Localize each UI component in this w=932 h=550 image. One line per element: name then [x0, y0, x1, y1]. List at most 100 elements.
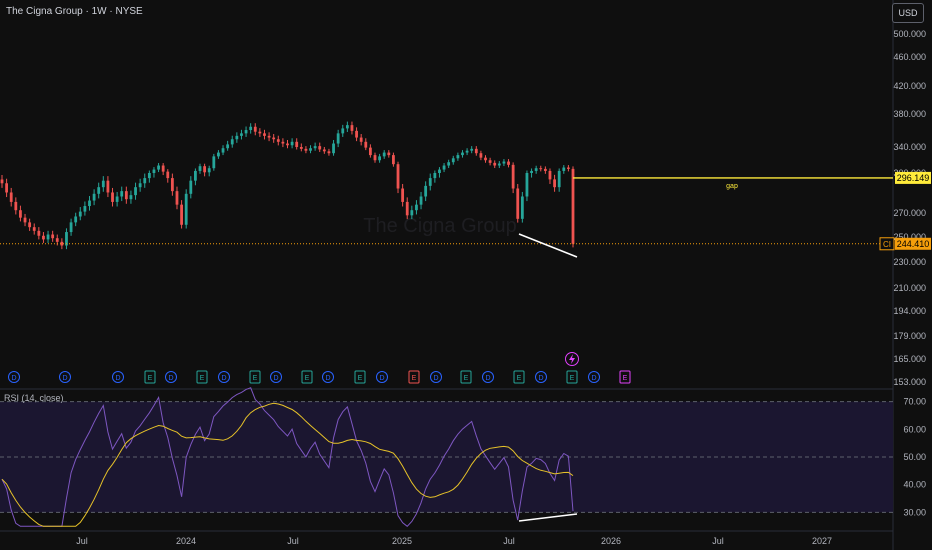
earnings-icon — [408, 370, 420, 384]
candle — [9, 187, 13, 207]
candle — [78, 207, 82, 221]
candle-body — [120, 191, 124, 197]
candle-body — [341, 128, 345, 134]
candle — [51, 230, 55, 242]
gap-label: gap — [726, 183, 738, 190]
dividend-marker: D — [482, 371, 494, 383]
earnings-marker: E — [513, 370, 525, 384]
dividend-marker: D — [270, 371, 282, 383]
earnings-icon — [513, 370, 525, 384]
candle — [322, 146, 326, 154]
candle — [143, 173, 147, 188]
dividend-marker: D — [59, 371, 71, 383]
candle-body — [161, 165, 165, 172]
candle — [189, 176, 193, 199]
candle — [290, 138, 294, 149]
price-tick-label: 230.000 — [893, 257, 926, 267]
candle — [442, 163, 446, 173]
candle — [19, 205, 22, 222]
candle — [134, 182, 137, 200]
candle — [424, 181, 428, 202]
candle — [359, 134, 363, 146]
dividend-icon — [218, 371, 230, 383]
earnings-letter: E — [148, 375, 153, 382]
candle-body — [184, 193, 188, 225]
candle-body — [378, 156, 381, 161]
candle-body — [14, 201, 18, 211]
dividend-letter: D — [11, 375, 16, 382]
price-tick-label: 210.000 — [893, 283, 926, 293]
candle-body — [221, 148, 225, 153]
dividend-icon — [430, 371, 442, 383]
dividend-letter: D — [485, 375, 490, 382]
candle — [553, 174, 556, 192]
candle-body — [566, 167, 570, 169]
dividend-icon — [165, 371, 177, 383]
candle — [5, 178, 9, 198]
candle — [106, 176, 110, 198]
currency-button[interactable]: USD — [892, 3, 924, 23]
candle — [447, 159, 451, 169]
candle — [60, 238, 64, 250]
candle — [539, 165, 543, 172]
earnings-letter: E — [305, 375, 310, 382]
candle-body — [5, 183, 9, 193]
dividend-marker: D — [165, 371, 177, 383]
candle-body — [88, 200, 91, 207]
gap-tag-value: 296.149 — [897, 173, 930, 183]
candle-body — [69, 222, 73, 233]
candle-body — [170, 178, 174, 192]
candle — [474, 146, 478, 156]
candle — [286, 139, 289, 149]
dividend-letter: D — [62, 375, 67, 382]
candle — [382, 150, 386, 159]
candle-body — [101, 180, 105, 188]
candle — [488, 157, 492, 166]
candle — [258, 128, 262, 137]
candle — [364, 138, 368, 151]
candle-body — [217, 152, 220, 157]
earnings-marker: E — [619, 370, 631, 384]
earnings-icon — [566, 370, 578, 384]
earnings-icon — [196, 370, 208, 384]
candle — [203, 163, 207, 177]
candle — [493, 160, 497, 169]
candle — [497, 161, 501, 169]
dividend-icon — [535, 371, 547, 383]
candle — [32, 223, 36, 235]
rsi-tick-label: 60.00 — [903, 424, 926, 434]
rsi-label: RSI (14, close) — [4, 393, 64, 403]
price-tick-label: 340.000 — [893, 142, 926, 152]
candle-body — [19, 210, 22, 218]
candle-body — [106, 180, 110, 193]
candle-body — [382, 152, 386, 157]
candle — [281, 138, 285, 148]
candle — [562, 165, 566, 174]
candle-body — [74, 216, 78, 223]
candle-body — [493, 162, 497, 166]
candle-body — [37, 230, 41, 236]
price-tick-label: 270.000 — [893, 208, 926, 218]
candle — [83, 201, 87, 216]
lightning-icon — [565, 352, 579, 366]
candle — [184, 189, 188, 229]
candle — [152, 167, 156, 178]
candle-body — [424, 185, 428, 197]
candle — [428, 173, 432, 191]
candle — [207, 165, 211, 177]
candle — [355, 127, 358, 142]
candle — [332, 139, 335, 156]
rsi-tick-label: 30.00 — [903, 507, 926, 517]
candle-body — [396, 164, 400, 189]
candle — [42, 232, 45, 244]
candle-body — [83, 206, 87, 212]
candle-body — [129, 195, 133, 200]
candle — [230, 135, 234, 148]
candle-body — [157, 165, 160, 170]
candle — [350, 121, 354, 135]
candle-body — [497, 163, 501, 166]
candle-body — [244, 130, 248, 134]
candle — [69, 218, 73, 236]
candle — [378, 153, 381, 163]
